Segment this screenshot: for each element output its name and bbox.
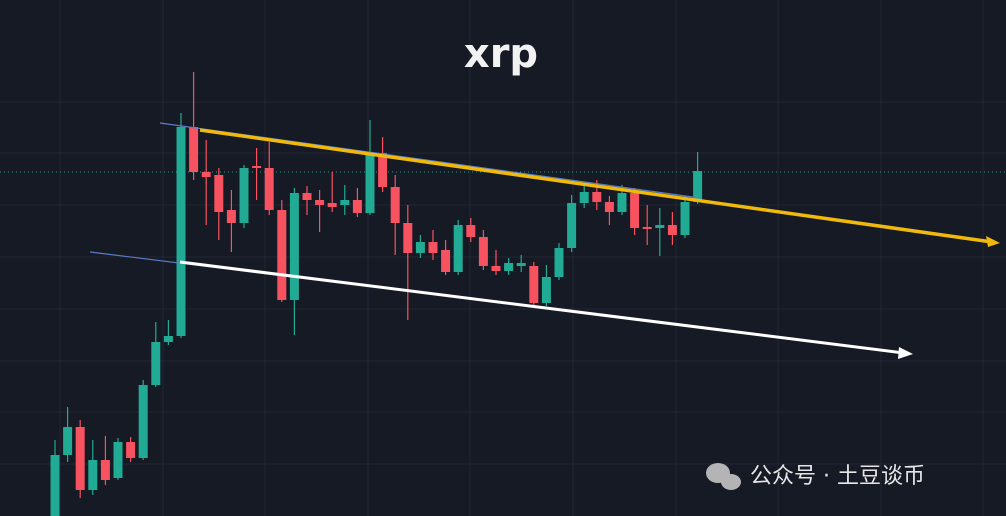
candle-body bbox=[567, 203, 577, 248]
candle-body bbox=[75, 427, 85, 490]
candle-body bbox=[264, 168, 274, 210]
candle-body bbox=[239, 168, 249, 223]
candles bbox=[50, 72, 703, 516]
candle-body bbox=[365, 153, 375, 213]
candle-body bbox=[226, 210, 236, 223]
candle-body bbox=[63, 427, 73, 455]
candle-body bbox=[617, 193, 627, 212]
candle-body bbox=[428, 242, 438, 253]
candle-body bbox=[50, 455, 60, 516]
candle-body bbox=[693, 171, 703, 202]
candle-body bbox=[529, 266, 539, 303]
candle-body bbox=[680, 202, 690, 235]
candle-body bbox=[541, 277, 551, 303]
candle-body bbox=[214, 175, 224, 212]
candle-body bbox=[592, 192, 602, 202]
candle-body bbox=[289, 193, 299, 300]
candle-body bbox=[504, 263, 514, 271]
candle-body bbox=[390, 187, 400, 223]
candle-body bbox=[327, 203, 337, 207]
candle-body bbox=[630, 193, 640, 228]
candle-body bbox=[466, 225, 476, 237]
candle-body bbox=[163, 336, 173, 342]
candle-body bbox=[516, 263, 526, 266]
chart-title: xrp bbox=[464, 31, 538, 77]
candle-body bbox=[352, 200, 362, 213]
candle-body bbox=[277, 210, 287, 300]
candle-body bbox=[667, 225, 677, 235]
candle-body bbox=[478, 237, 488, 266]
candle-body bbox=[138, 385, 148, 458]
candle-body bbox=[176, 127, 186, 336]
candle-body bbox=[579, 192, 589, 203]
candle-body bbox=[403, 223, 413, 253]
watermark-icon bbox=[706, 463, 741, 490]
trend-line-upper bbox=[199, 128, 993, 244]
candle-body bbox=[554, 248, 564, 277]
candle-body bbox=[113, 442, 123, 478]
candle-body bbox=[453, 225, 463, 272]
candle-body bbox=[88, 460, 98, 490]
candle-body bbox=[189, 127, 199, 172]
candle-body bbox=[655, 225, 665, 228]
arrow-head-lower bbox=[898, 347, 913, 359]
candle-body bbox=[642, 227, 652, 229]
candle-body bbox=[415, 242, 425, 253]
candle-body bbox=[315, 200, 325, 205]
candle-body bbox=[100, 460, 110, 480]
watermark: 公众号 · 土豆谈币 bbox=[750, 464, 925, 489]
candle-body bbox=[604, 202, 614, 212]
candle-body bbox=[340, 200, 350, 205]
candle-body bbox=[151, 342, 161, 385]
arrow-head-upper bbox=[986, 236, 1000, 247]
trend-line-lower bbox=[179, 260, 905, 355]
candle-body bbox=[252, 166, 262, 168]
candle-body bbox=[491, 266, 501, 271]
candle-body bbox=[302, 193, 312, 200]
candle-body bbox=[201, 172, 211, 177]
candle-body bbox=[126, 442, 136, 458]
candle-body bbox=[441, 250, 451, 272]
candle-body bbox=[378, 153, 388, 187]
